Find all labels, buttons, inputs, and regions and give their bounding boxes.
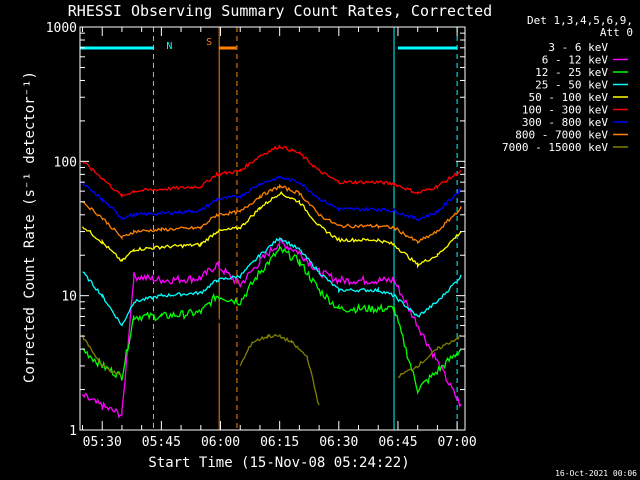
- series-line: [82, 183, 462, 244]
- series-100-300-kev: [82, 145, 462, 198]
- series-7000-15000-kev: [81, 333, 462, 406]
- series-300-800-kev: [81, 175, 462, 222]
- annotation-label: N: [166, 41, 172, 52]
- series-line: [81, 236, 462, 419]
- y-tick-label: 100: [54, 155, 77, 170]
- series-12-25-kev: [82, 244, 462, 396]
- legend-label: 6 - 12 keV: [542, 54, 609, 67]
- y-tick-label: 1000: [46, 21, 77, 36]
- legend-label: 3 - 6 keV: [548, 41, 608, 54]
- series-3-6-kev: [141, 265, 379, 342]
- x-tick-label: 05:30: [83, 435, 122, 450]
- series-50-100-kev: [81, 190, 462, 269]
- x-tick-label: 06:15: [260, 435, 299, 450]
- series-line: [82, 244, 462, 396]
- series-line: [82, 145, 462, 198]
- series-800-7000-kev: [82, 183, 462, 244]
- timestamp-label: 16-Oct-2021 00:06: [555, 469, 637, 478]
- x-axis: 05:30 05:45 06:00 06:15 06:30 06:45 07:00: [81, 27, 477, 450]
- series-line: [82, 236, 462, 327]
- legend-label: 12 - 25 keV: [535, 66, 608, 79]
- x-tick-label: 06:30: [319, 435, 358, 450]
- legend-label: 300 - 800 keV: [522, 116, 608, 129]
- chart-title: RHESSI Observing Summary Count Rates, Co…: [68, 2, 492, 20]
- x-tick-label: 05:45: [142, 435, 181, 450]
- x-axis-label: Start Time (15-Nov-08 05:24:22): [148, 455, 409, 471]
- series-line: [81, 190, 462, 269]
- series-line: [81, 175, 462, 222]
- series-line: [141, 265, 379, 342]
- y-axis: 1 10 100 1000: [46, 21, 465, 439]
- x-tick-label: 06:45: [378, 435, 417, 450]
- legend-label: 50 - 100 keV: [529, 91, 609, 104]
- y-axis-label: Corrected Count Rate (s⁻¹ detector⁻¹): [22, 71, 38, 383]
- series-line: [81, 333, 462, 406]
- legend-header: Att 0: [600, 26, 633, 39]
- y-tick-label: 1: [69, 424, 77, 439]
- x-tick-label: 06:00: [201, 435, 240, 450]
- series-25-50-kev: [82, 236, 462, 327]
- legend-label: 100 - 300 keV: [522, 104, 608, 117]
- series-6-12-kev: [81, 236, 462, 419]
- plot-frame: [79, 26, 466, 431]
- y-tick-label: 10: [61, 290, 77, 305]
- annotation-label: S: [206, 37, 212, 48]
- legend-label: 800 - 7000 keV: [515, 129, 608, 142]
- legend-label: 7000 - 15000 keV: [502, 141, 608, 154]
- x-tick-label: 07:00: [438, 435, 477, 450]
- legend-header: Det 1,3,4,5,6,9,: [527, 14, 633, 27]
- legend-label: 25 - 50 keV: [535, 79, 608, 92]
